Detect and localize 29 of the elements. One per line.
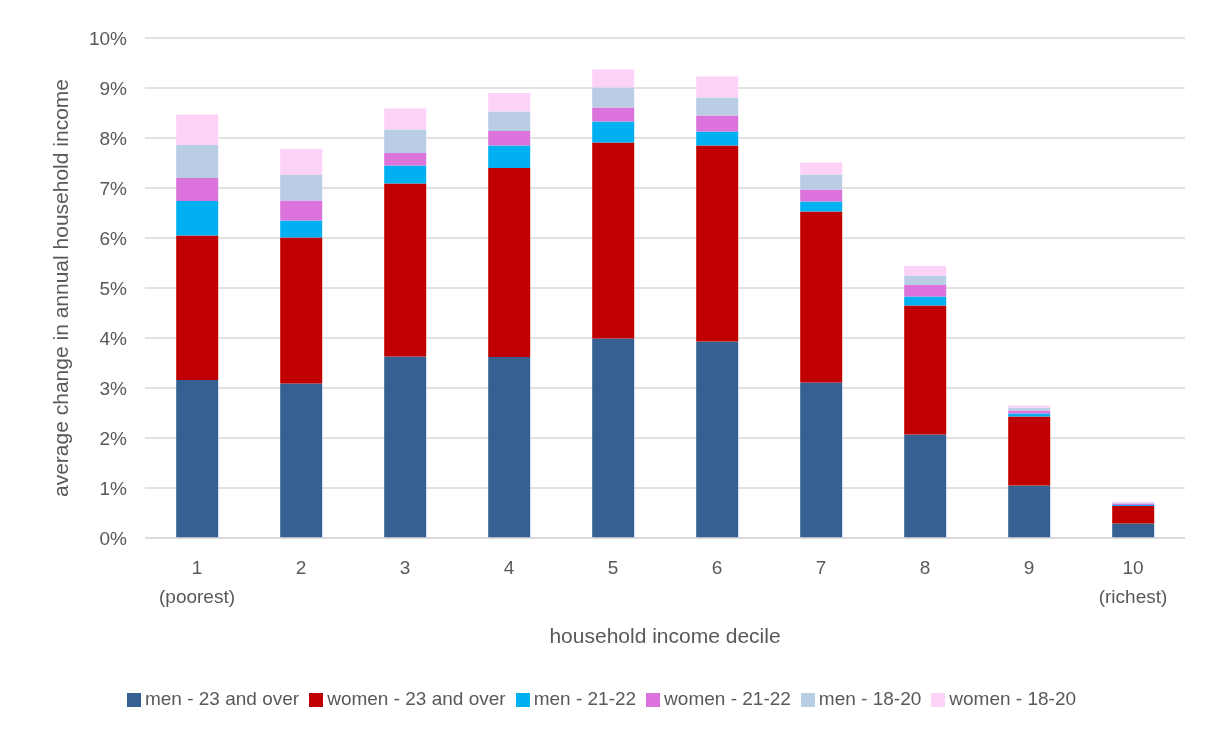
x-tick-label: 10 (richest) <box>1098 557 1168 607</box>
legend-label: women - 18-20 <box>949 688 1077 709</box>
x-tick-label: 5 <box>607 557 619 578</box>
x-tick-label: 1 (poorest) <box>158 557 236 607</box>
y-axis-title: average change in annual household income <box>48 79 72 497</box>
x-axis-title: household income decile <box>549 623 781 647</box>
x-tick-label: 2 <box>295 557 307 578</box>
y-tick-label: 7% <box>99 177 128 199</box>
y-tick-label: 4% <box>99 327 128 349</box>
legend-label: women - 23 and over <box>327 688 506 709</box>
y-tick-label: 10% <box>88 27 128 49</box>
legend-label: men - 21-22 <box>533 688 637 709</box>
y-tick-label: 6% <box>99 227 128 249</box>
y-tick-label: 0% <box>99 527 128 549</box>
y-tick-label: 2% <box>99 427 128 449</box>
y-tick-label: 8% <box>99 127 128 149</box>
x-tick-label: 7 <box>815 557 827 578</box>
y-tick-label: 9% <box>99 77 128 99</box>
x-tick-label: 6 <box>711 557 723 578</box>
x-tick-label: 4 <box>503 557 515 578</box>
legend-label: men - 23 and over <box>144 688 300 709</box>
x-tick-label: 8 <box>919 557 931 578</box>
legend-label: men - 18-20 <box>818 688 922 709</box>
y-tick-label: 5% <box>99 277 128 299</box>
x-tick-label: 9 <box>1023 557 1035 578</box>
legend-label: women - 21-22 <box>664 688 791 709</box>
x-tick-label: 3 <box>399 557 411 578</box>
y-tick-label: 3% <box>99 377 128 399</box>
y-tick-label: 1% <box>99 477 128 499</box>
